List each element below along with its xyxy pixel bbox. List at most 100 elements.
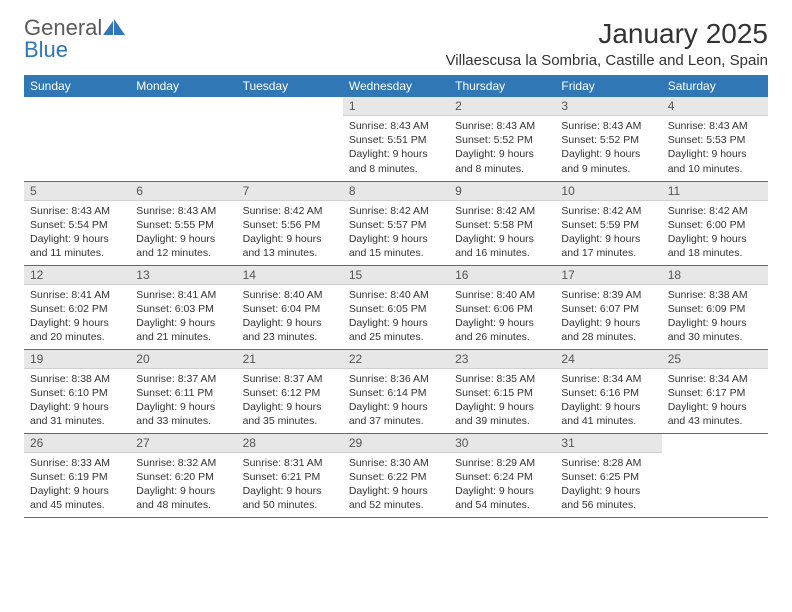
daylight2-line: and 33 minutes. bbox=[136, 414, 230, 428]
day-body: Sunrise: 8:38 AMSunset: 6:09 PMDaylight:… bbox=[662, 285, 768, 349]
sunrise-line: Sunrise: 8:38 AM bbox=[30, 372, 124, 386]
sunset-line: Sunset: 6:22 PM bbox=[349, 470, 443, 484]
day-number: 26 bbox=[24, 434, 130, 453]
day-number: 2 bbox=[449, 97, 555, 116]
day-number: 30 bbox=[449, 434, 555, 453]
calendar-cell: 1Sunrise: 8:43 AMSunset: 5:51 PMDaylight… bbox=[343, 97, 449, 181]
daylight2-line: and 18 minutes. bbox=[668, 246, 762, 260]
daylight2-line: and 35 minutes. bbox=[243, 414, 337, 428]
day-body: Sunrise: 8:43 AMSunset: 5:51 PMDaylight:… bbox=[343, 116, 449, 180]
daylight1-line: Daylight: 9 hours bbox=[30, 400, 124, 414]
sunrise-line: Sunrise: 8:29 AM bbox=[455, 456, 549, 470]
sunrise-line: Sunrise: 8:38 AM bbox=[668, 288, 762, 302]
sunrise-line: Sunrise: 8:37 AM bbox=[243, 372, 337, 386]
sunset-line: Sunset: 5:54 PM bbox=[30, 218, 124, 232]
day-body: Sunrise: 8:43 AMSunset: 5:52 PMDaylight:… bbox=[449, 116, 555, 180]
day-number: 28 bbox=[237, 434, 343, 453]
day-number: 13 bbox=[130, 266, 236, 285]
daylight2-line: and 17 minutes. bbox=[561, 246, 655, 260]
daylight2-line: and 8 minutes. bbox=[349, 162, 443, 176]
daylight2-line: and 31 minutes. bbox=[30, 414, 124, 428]
sunrise-line: Sunrise: 8:42 AM bbox=[561, 204, 655, 218]
daylight1-line: Daylight: 9 hours bbox=[455, 316, 549, 330]
col-friday: Friday bbox=[555, 75, 661, 97]
calendar-cell: 23Sunrise: 8:35 AMSunset: 6:15 PMDayligh… bbox=[449, 349, 555, 433]
day-number: 1 bbox=[343, 97, 449, 116]
calendar-week-row: 1Sunrise: 8:43 AMSunset: 5:51 PMDaylight… bbox=[24, 97, 768, 181]
sunset-line: Sunset: 5:52 PM bbox=[455, 133, 549, 147]
daylight2-line: and 13 minutes. bbox=[243, 246, 337, 260]
day-number: 27 bbox=[130, 434, 236, 453]
sunset-line: Sunset: 6:19 PM bbox=[30, 470, 124, 484]
day-body: Sunrise: 8:40 AMSunset: 6:04 PMDaylight:… bbox=[237, 285, 343, 349]
day-number: 20 bbox=[130, 350, 236, 369]
daylight1-line: Daylight: 9 hours bbox=[455, 484, 549, 498]
sunrise-line: Sunrise: 8:31 AM bbox=[243, 456, 337, 470]
day-body: Sunrise: 8:34 AMSunset: 6:16 PMDaylight:… bbox=[555, 369, 661, 433]
calendar-week-row: 19Sunrise: 8:38 AMSunset: 6:10 PMDayligh… bbox=[24, 349, 768, 433]
daylight2-line: and 11 minutes. bbox=[30, 246, 124, 260]
daylight1-line: Daylight: 9 hours bbox=[561, 316, 655, 330]
sunset-line: Sunset: 6:24 PM bbox=[455, 470, 549, 484]
day-body: Sunrise: 8:43 AMSunset: 5:55 PMDaylight:… bbox=[130, 201, 236, 265]
calendar-cell: 27Sunrise: 8:32 AMSunset: 6:20 PMDayligh… bbox=[130, 433, 236, 517]
daylight1-line: Daylight: 9 hours bbox=[136, 232, 230, 246]
calendar-cell: 26Sunrise: 8:33 AMSunset: 6:19 PMDayligh… bbox=[24, 433, 130, 517]
calendar-cell: 4Sunrise: 8:43 AMSunset: 5:53 PMDaylight… bbox=[662, 97, 768, 181]
day-number: 16 bbox=[449, 266, 555, 285]
calendar-cell: 8Sunrise: 8:42 AMSunset: 5:57 PMDaylight… bbox=[343, 181, 449, 265]
day-number bbox=[237, 97, 343, 115]
daylight2-line: and 28 minutes. bbox=[561, 330, 655, 344]
calendar-week-row: 26Sunrise: 8:33 AMSunset: 6:19 PMDayligh… bbox=[24, 433, 768, 517]
calendar-cell: 30 Sunrise: 8:29 AMSunset: 6:24 PMDayligh… bbox=[449, 433, 555, 517]
day-body: Sunrise: 8:32 AMSunset: 6:20 PMDaylight:… bbox=[130, 453, 236, 517]
calendar-cell: 25Sunrise: 8:34 AMSunset: 6:17 PMDayligh… bbox=[662, 349, 768, 433]
daylight1-line: Daylight: 9 hours bbox=[30, 232, 124, 246]
day-number: 23 bbox=[449, 350, 555, 369]
daylight1-line: Daylight: 9 hours bbox=[668, 232, 762, 246]
day-body: Sunrise: 8:28 AMSunset: 6:25 PMDaylight:… bbox=[555, 453, 661, 517]
day-number: 3 bbox=[555, 97, 661, 116]
sunset-line: Sunset: 5:55 PM bbox=[136, 218, 230, 232]
daylight1-line: Daylight: 9 hours bbox=[243, 232, 337, 246]
day-body: Sunrise: 8:42 AMSunset: 5:59 PMDaylight:… bbox=[555, 201, 661, 265]
day-number: 15 bbox=[343, 266, 449, 285]
daylight2-line: and 50 minutes. bbox=[243, 498, 337, 512]
day-number: 6 bbox=[130, 182, 236, 201]
calendar-cell: 3Sunrise: 8:43 AMSunset: 5:52 PMDaylight… bbox=[555, 97, 661, 181]
header: General Blue January 2025 Villaescusa la… bbox=[24, 18, 768, 69]
daylight1-line: Daylight: 9 hours bbox=[561, 232, 655, 246]
logo: General Blue bbox=[24, 18, 125, 62]
daylight1-line: Daylight: 9 hours bbox=[668, 400, 762, 414]
day-body: Sunrise: 8:43 AMSunset: 5:52 PMDaylight:… bbox=[555, 116, 661, 180]
calendar-cell: 20Sunrise: 8:37 AMSunset: 6:11 PMDayligh… bbox=[130, 349, 236, 433]
daylight2-line: and 12 minutes. bbox=[136, 246, 230, 260]
sunrise-line: Sunrise: 8:43 AM bbox=[455, 119, 549, 133]
sunset-line: Sunset: 6:14 PM bbox=[349, 386, 443, 400]
daylight1-line: Daylight: 9 hours bbox=[455, 147, 549, 161]
day-number: 9 bbox=[449, 182, 555, 201]
sunrise-line: Sunrise: 8:40 AM bbox=[349, 288, 443, 302]
sunset-line: Sunset: 6:25 PM bbox=[561, 470, 655, 484]
day-number bbox=[662, 434, 768, 452]
daylight1-line: Daylight: 9 hours bbox=[243, 316, 337, 330]
day-body: Sunrise: 8:33 AMSunset: 6:19 PMDaylight:… bbox=[24, 453, 130, 517]
calendar-cell bbox=[662, 433, 768, 517]
sunset-line: Sunset: 6:16 PM bbox=[561, 386, 655, 400]
sunrise-line: Sunrise: 8:32 AM bbox=[136, 456, 230, 470]
daylight1-line: Daylight: 9 hours bbox=[668, 316, 762, 330]
daylight1-line: Daylight: 9 hours bbox=[243, 400, 337, 414]
daylight1-line: Daylight: 9 hours bbox=[455, 400, 549, 414]
title-block: January 2025 Villaescusa la Sombria, Cas… bbox=[446, 18, 768, 69]
day-body: Sunrise: 8:35 AMSunset: 6:15 PMDaylight:… bbox=[449, 369, 555, 433]
sail-icon bbox=[103, 19, 125, 35]
calendar-cell: 14Sunrise: 8:40 AMSunset: 6:04 PMDayligh… bbox=[237, 265, 343, 349]
sunset-line: Sunset: 5:58 PM bbox=[455, 218, 549, 232]
daylight1-line: Daylight: 9 hours bbox=[349, 400, 443, 414]
daylight2-line: and 21 minutes. bbox=[136, 330, 230, 344]
daylight2-line: and 15 minutes. bbox=[349, 246, 443, 260]
day-number: 7 bbox=[237, 182, 343, 201]
sunset-line: Sunset: 6:05 PM bbox=[349, 302, 443, 316]
sunset-line: Sunset: 5:59 PM bbox=[561, 218, 655, 232]
sunset-line: Sunset: 5:53 PM bbox=[668, 133, 762, 147]
